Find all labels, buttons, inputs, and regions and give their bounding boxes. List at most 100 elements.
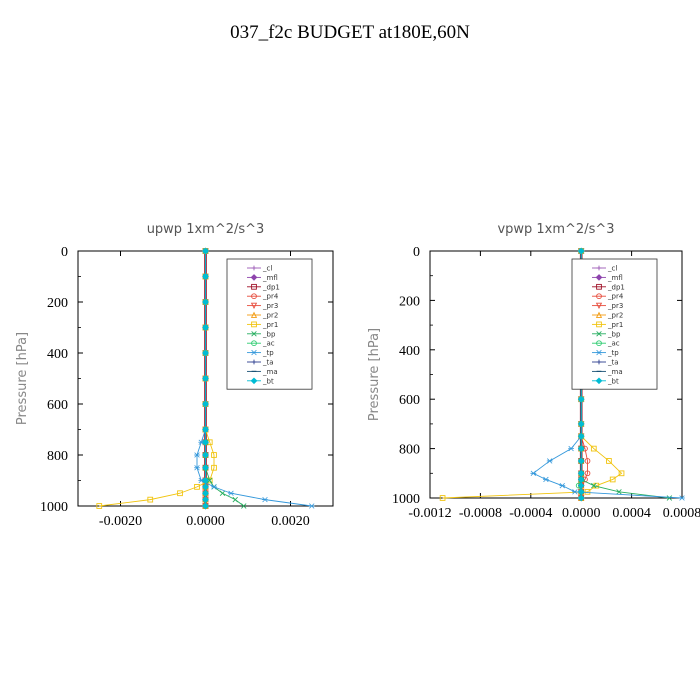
legend-label: _ac [607, 340, 620, 348]
legend-label: _pr4 [607, 293, 624, 301]
data-point [211, 452, 217, 458]
data-point [211, 464, 217, 471]
legend-label: _bp [607, 330, 621, 338]
data-point [546, 458, 553, 464]
legend-marker [251, 265, 257, 271]
data-point [439, 495, 446, 501]
data-point [577, 432, 585, 440]
legend: _cl_mfl_dp1_pr4_pr3_pr2_pr1_bp_ac_tp_ta_… [226, 258, 313, 390]
data-point [618, 470, 625, 477]
panel-title: vpwp 1xm^2/s^3 [497, 222, 614, 237]
legend-label: _ta [262, 359, 274, 367]
legend-marker [250, 302, 258, 310]
data-point [559, 482, 566, 489]
data-point [202, 464, 209, 472]
legend-marker [595, 274, 603, 281]
data-point [96, 503, 103, 509]
legend-marker [251, 340, 257, 347]
data-point [202, 483, 209, 491]
data-point [202, 477, 209, 484]
legend-label: _tp [262, 349, 274, 357]
x-tick-label: 0.0020 [271, 514, 310, 529]
legend-marker [251, 321, 257, 328]
legend-marker [251, 283, 257, 290]
y-tick-label: 1000 [392, 492, 420, 507]
x-tick-label: 0.0004 [612, 506, 651, 521]
data-point [577, 494, 585, 502]
y-tick-label: 600 [399, 393, 420, 408]
data-point [202, 502, 209, 510]
legend-marker [250, 377, 258, 385]
data-point [211, 484, 217, 490]
y-tick-label: 200 [47, 296, 68, 311]
legend-marker [596, 340, 602, 347]
legend-marker [251, 349, 257, 356]
y-tick-label: 800 [47, 449, 68, 464]
data-point [591, 482, 597, 489]
data-point [202, 451, 209, 459]
data-point [616, 489, 622, 495]
legend-marker [595, 302, 603, 310]
data-point [584, 488, 591, 495]
x-tick-label: 0.0000 [186, 514, 225, 529]
legend-label: _pr1 [607, 321, 623, 329]
chart-panel-2: vpwp 1xm^2/s^3 Pressure [hPa] 0 200 400 600 80… [367, 222, 700, 521]
x-tick-label: 0.0008 [663, 506, 700, 521]
data-point [584, 458, 591, 464]
legend-marker [596, 283, 602, 290]
series-bt [202, 247, 209, 510]
y-tick-label: 0 [61, 245, 68, 260]
legend-marker [596, 349, 602, 356]
legend-marker [251, 359, 257, 365]
data-point [219, 490, 226, 496]
legend-label: _pr1 [262, 321, 278, 329]
legend-marker [596, 265, 602, 271]
legend-label: _pr3 [607, 302, 623, 310]
legend-marker [595, 311, 603, 318]
legend-label: _ac [262, 340, 275, 348]
legend-label: _cl [262, 265, 272, 273]
data-point [207, 477, 213, 484]
y-tick-label: 800 [399, 443, 420, 458]
data-point [177, 490, 183, 497]
data-point [609, 476, 616, 483]
legend-marker [250, 274, 258, 281]
data-point [308, 503, 315, 509]
legend-marker [596, 293, 602, 300]
legend-label: _bt [607, 377, 619, 385]
legend-label: _bp [262, 330, 276, 338]
data-point [543, 476, 549, 483]
legend-label: _pr2 [262, 312, 278, 320]
x-tick-label: -0.0012 [408, 506, 451, 521]
data-point [530, 470, 537, 476]
legend-label: _mfl [262, 274, 278, 282]
legend-label: _ma [262, 368, 278, 376]
data-point [202, 324, 209, 331]
data-point [232, 496, 238, 503]
legend-box [571, 258, 658, 390]
data-point [202, 298, 209, 306]
data-point [577, 457, 585, 465]
data-point [584, 470, 591, 477]
y-axis-label: Pressure [hPa] [15, 332, 30, 425]
x-tick-label: -0.0004 [509, 506, 552, 521]
legend-label: _pr4 [262, 293, 279, 301]
legend-label: _mfl [607, 274, 623, 282]
data-point [262, 496, 268, 503]
y-axis-label: Pressure [hPa] [367, 328, 382, 421]
data-point [577, 420, 585, 428]
legend-marker [250, 311, 258, 318]
legend-marker [596, 359, 602, 365]
y-tick-label: 400 [47, 347, 68, 362]
data-point [202, 375, 209, 382]
data-point [577, 247, 585, 255]
legend-label: _bt [262, 377, 274, 385]
y-tick-label: 400 [399, 344, 420, 359]
legend-label: _ta [607, 359, 619, 367]
data-point [147, 496, 154, 503]
legend-label: _dp1 [607, 283, 625, 291]
y-tick-label: 600 [47, 398, 68, 413]
data-point [679, 495, 685, 501]
data-point [577, 445, 585, 452]
data-point [194, 452, 200, 458]
